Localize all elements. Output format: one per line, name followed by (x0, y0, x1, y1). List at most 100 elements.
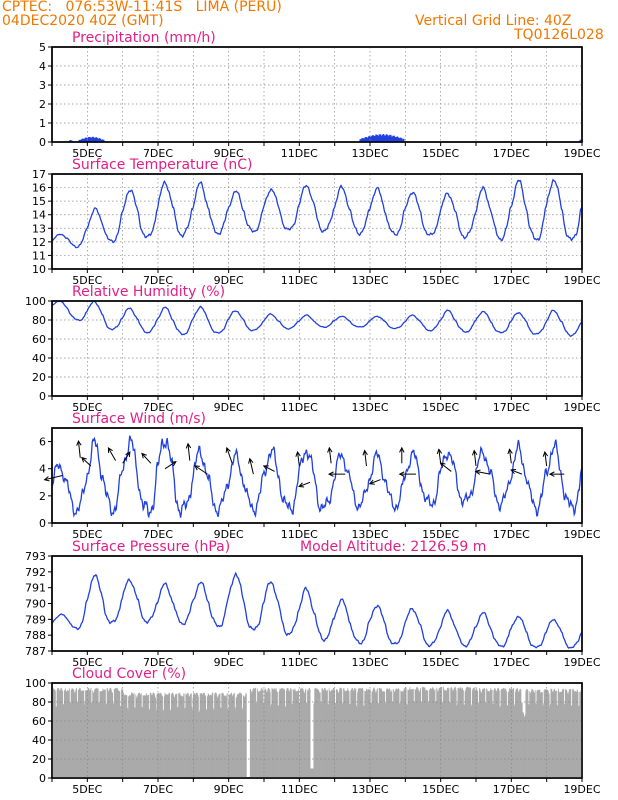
cloud-bar (515, 689, 517, 778)
cloud-bar (481, 691, 483, 778)
precip-bar (88, 137, 90, 142)
cloud-bar (570, 705, 572, 778)
x-tick-label: 15DEC (422, 528, 459, 541)
cloud-bar (199, 694, 201, 778)
cloud-bar (527, 690, 529, 778)
cloud-bar (54, 689, 55, 778)
cloud-bar (52, 688, 54, 778)
cloud-bar (208, 695, 210, 778)
cloud-bar (149, 708, 151, 778)
wind-arrow-head (362, 449, 368, 456)
cloud-bar (244, 697, 246, 778)
series-line (51, 435, 583, 519)
x-tick-label: 13DEC (351, 401, 388, 414)
cloud-bar (197, 696, 199, 778)
cloud-bar (378, 703, 380, 778)
cloud-bar (511, 689, 513, 778)
cloud-bar (290, 689, 292, 778)
cloud-bar (180, 695, 182, 778)
cloud-bar (429, 689, 431, 778)
cloud-bar (72, 688, 74, 778)
cloud-bar (54, 691, 56, 778)
cloud-bar (88, 689, 90, 778)
precip-bar (359, 139, 361, 142)
cloud-bar (137, 693, 139, 778)
precip-bar (379, 134, 382, 142)
y-tick-label: 14 (32, 209, 46, 222)
precip-bar (371, 135, 373, 142)
cloud-bar (109, 688, 111, 778)
cloud-bar (495, 691, 497, 778)
precip-bar (392, 135, 394, 142)
cloud-bar (318, 690, 320, 778)
cloud-bar (480, 691, 482, 778)
cloud-bar (396, 689, 398, 778)
precip-bar (360, 138, 363, 142)
cloud-bar (374, 688, 375, 778)
cloud-bar (564, 704, 565, 778)
wind-arrow (81, 457, 92, 467)
wind-arrow-head (248, 457, 254, 464)
x-tick-label: 7DEC (143, 528, 173, 541)
cloud-bar (343, 688, 344, 778)
y-tick-label: 0 (39, 517, 46, 530)
precip-bar (83, 138, 86, 142)
cloud-bar (330, 690, 332, 778)
x-tick-label: 7DEC (143, 401, 173, 414)
cloud-bar (408, 690, 410, 778)
cloud-bar (123, 695, 125, 778)
cloud-bar (162, 709, 164, 778)
y-tick-label: 15 (32, 195, 46, 208)
cloud-bar (104, 689, 106, 778)
precip-bar (377, 136, 380, 142)
cloud-bar (148, 709, 150, 778)
cloud-bar (204, 695, 206, 778)
cloud-bar (217, 696, 219, 778)
cloud-bar (373, 688, 375, 778)
cloud-bar (227, 708, 229, 778)
panel-annotation: Model Altitude: 2126.59 m (300, 539, 486, 555)
cloud-bar (273, 689, 275, 778)
cloud-bar (499, 706, 501, 778)
cloud-bar (151, 695, 153, 778)
x-tick-label: 5DEC (72, 528, 102, 541)
cloud-bar (249, 688, 251, 778)
series-line (51, 178, 583, 249)
cloud-bar (147, 695, 149, 778)
cloud-bar (385, 702, 386, 778)
cloud-bar (397, 688, 399, 778)
precip-bar (402, 138, 405, 142)
cloud-bar (94, 688, 96, 778)
cloud-bar (164, 695, 166, 778)
cloud-bar (184, 707, 186, 778)
cloud-bar (274, 689, 276, 778)
precip-bar (368, 135, 371, 142)
cloud-bar (181, 696, 183, 778)
cloud-bar (435, 701, 436, 778)
cloud-bar (441, 687, 443, 778)
y-tick-label: 20 (32, 371, 46, 384)
cloud-bar (496, 691, 498, 778)
cloud-bar (318, 692, 320, 778)
cloud-bar (576, 691, 578, 778)
cloud-bar (555, 691, 557, 778)
cloud-bar (387, 689, 389, 778)
cloud-bar (124, 695, 126, 778)
cloud-bar (441, 701, 443, 778)
cloud-bar (442, 702, 444, 778)
cloud-bar (443, 686, 444, 778)
precip-bar (99, 138, 102, 142)
cloud-bar (352, 690, 354, 778)
cloud-bar (179, 693, 180, 778)
cloud-bar (436, 687, 438, 778)
cloud-bar (203, 692, 205, 778)
cloud-bar (530, 692, 532, 778)
cloud-bar (565, 689, 567, 778)
cloud-bar (79, 687, 80, 778)
wind-arrow-head (295, 450, 301, 457)
precip-bar (370, 137, 372, 142)
cloud-bar (372, 690, 374, 778)
cloud-bar (145, 696, 146, 778)
cloud-bar (213, 709, 215, 778)
cloud-bar (398, 689, 400, 778)
